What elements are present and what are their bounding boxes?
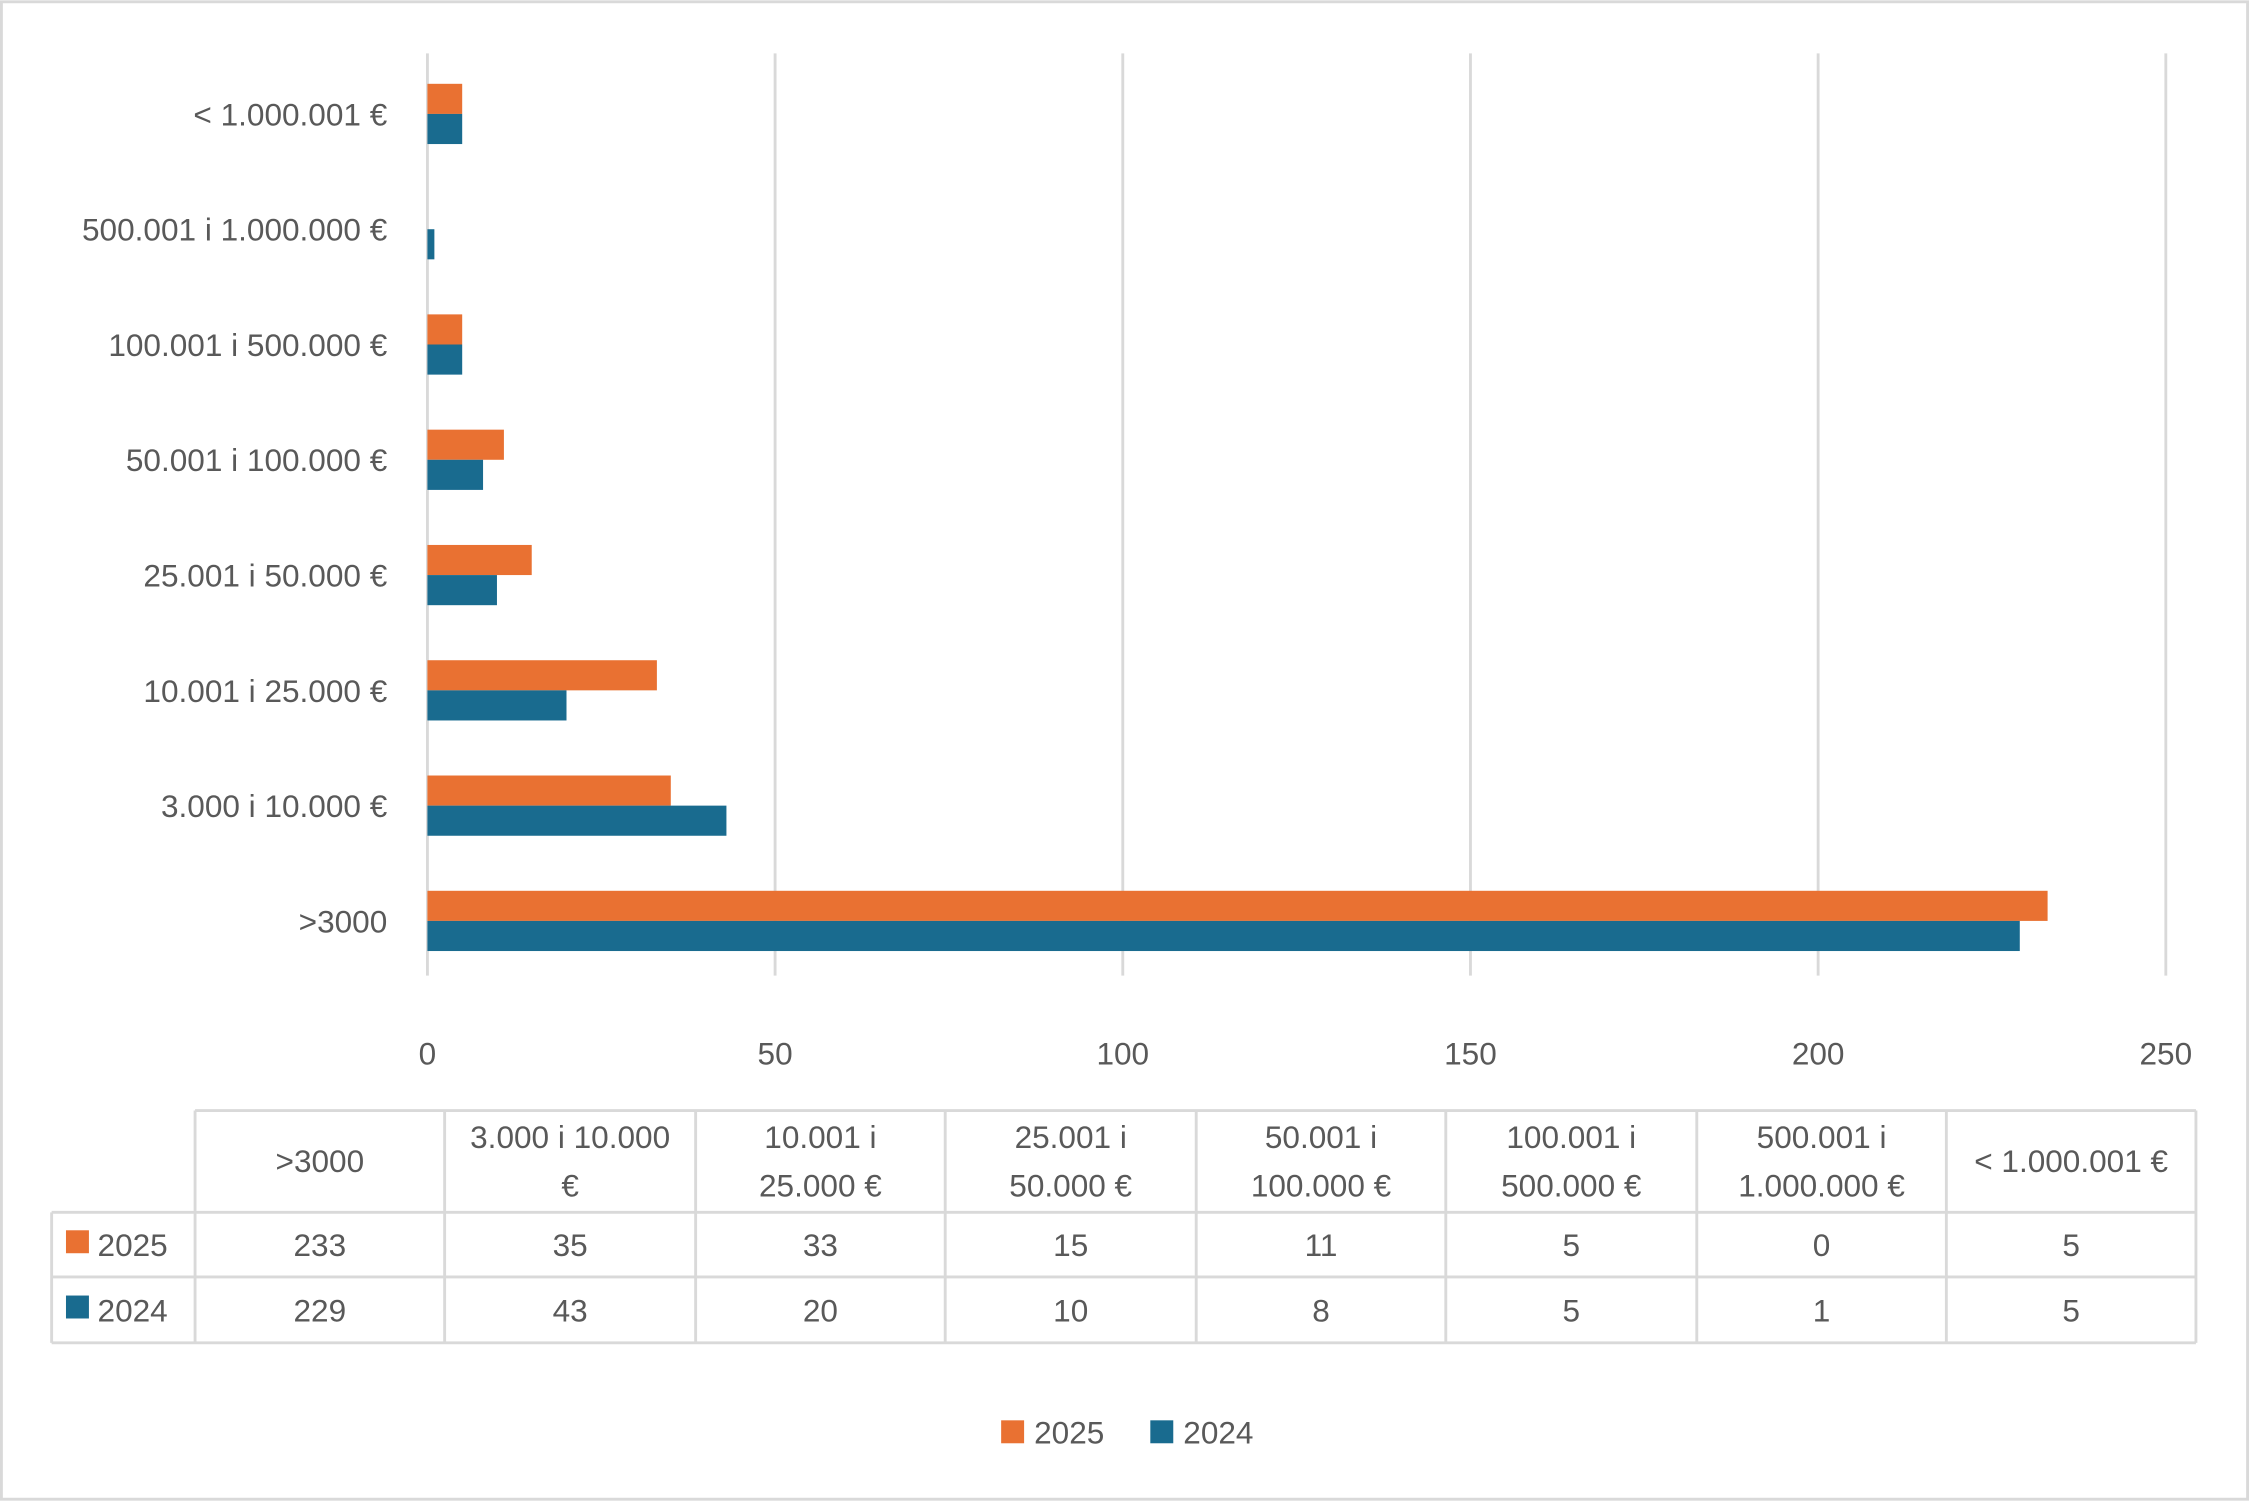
y-tick-label: < 1.000.001 € — [193, 96, 387, 132]
bar-2025 — [427, 314, 463, 345]
table-header: € — [561, 1168, 579, 1204]
legend-label: 2025 — [1034, 1414, 1104, 1450]
bar-2024 — [427, 575, 497, 606]
table-header: 10.001 i — [764, 1119, 876, 1155]
bar-2025 — [427, 890, 2048, 921]
legend-swatch-2024 — [1150, 1420, 1174, 1444]
bar-2024 — [427, 805, 727, 836]
table-cell: 229 — [294, 1292, 347, 1328]
x-tick-label: 150 — [1444, 1036, 1497, 1072]
bar-2024 — [427, 690, 567, 721]
y-tick-label: 100.001 i 500.000 € — [108, 327, 387, 363]
table-header: 50.001 i — [1265, 1119, 1377, 1155]
table-cell: 5 — [2062, 1227, 2080, 1263]
table-header: < 1.000.001 € — [1974, 1143, 2168, 1179]
bar-2024 — [427, 920, 2020, 952]
table-series-label: 2025 — [98, 1227, 168, 1263]
bar-2025 — [427, 775, 671, 806]
table-cell: 35 — [553, 1227, 588, 1263]
table-cell: 0 — [1813, 1227, 1831, 1263]
table-cell: 233 — [294, 1227, 347, 1263]
table-header: 25.000 € — [759, 1168, 882, 1204]
y-tick-label: 500.001 i 1.000.000 € — [82, 212, 388, 248]
table-cell: 1 — [1813, 1292, 1831, 1328]
y-tick-label: 10.001 i 25.000 € — [143, 673, 387, 709]
bar-2024 — [427, 459, 484, 490]
bar-2025 — [427, 660, 657, 691]
bar-2024 — [427, 229, 435, 260]
table-cell: 5 — [1563, 1292, 1581, 1328]
table-series-label: 2024 — [98, 1292, 168, 1328]
legend-swatch-2025 — [1001, 1420, 1025, 1444]
bar-2025 — [427, 83, 463, 114]
bar-2025 — [427, 544, 532, 576]
table-cell: 8 — [1312, 1292, 1330, 1328]
table-header: 100.001 i — [1506, 1119, 1636, 1155]
table-cell: 11 — [1305, 1227, 1338, 1263]
table-header: 3.000 i 10.000 — [470, 1119, 670, 1155]
x-tick-label: 100 — [1096, 1036, 1149, 1072]
bar-2024 — [427, 344, 463, 375]
x-tick-label: 200 — [1792, 1036, 1845, 1072]
table-header: 1.000.000 € — [1738, 1168, 1905, 1204]
table-cell: 43 — [553, 1292, 588, 1328]
x-tick-label: 0 — [419, 1036, 437, 1072]
table-header: 25.001 i — [1015, 1119, 1127, 1155]
bar-2025 — [427, 429, 504, 460]
table-header: 500.001 i — [1757, 1119, 1887, 1155]
table-cell: 15 — [1053, 1227, 1088, 1263]
table-header: 50.000 € — [1009, 1168, 1132, 1204]
y-tick-label: 3.000 i 10.000 € — [161, 788, 388, 824]
x-tick-label: 50 — [758, 1036, 793, 1072]
table-header: >3000 — [276, 1143, 365, 1179]
y-tick-label: 50.001 i 100.000 € — [126, 442, 388, 478]
y-tick-label: 25.001 i 50.000 € — [143, 558, 387, 594]
table-cell: 10 — [1053, 1292, 1088, 1328]
x-tick-label: 250 — [2139, 1036, 2192, 1072]
y-tick-label: >3000 — [299, 903, 388, 939]
bar-2024 — [427, 113, 463, 145]
table-cell: 20 — [803, 1292, 838, 1328]
table-cell: 5 — [1563, 1227, 1581, 1263]
table-cell: 5 — [2062, 1292, 2080, 1328]
legend-label: 2024 — [1183, 1414, 1253, 1450]
table-header: 500.000 € — [1501, 1168, 1642, 1204]
legend-key-2025 — [65, 1230, 89, 1254]
table-header: 100.000 € — [1251, 1168, 1392, 1204]
table-cell: 33 — [803, 1227, 838, 1263]
legend-key-2024 — [65, 1295, 89, 1319]
